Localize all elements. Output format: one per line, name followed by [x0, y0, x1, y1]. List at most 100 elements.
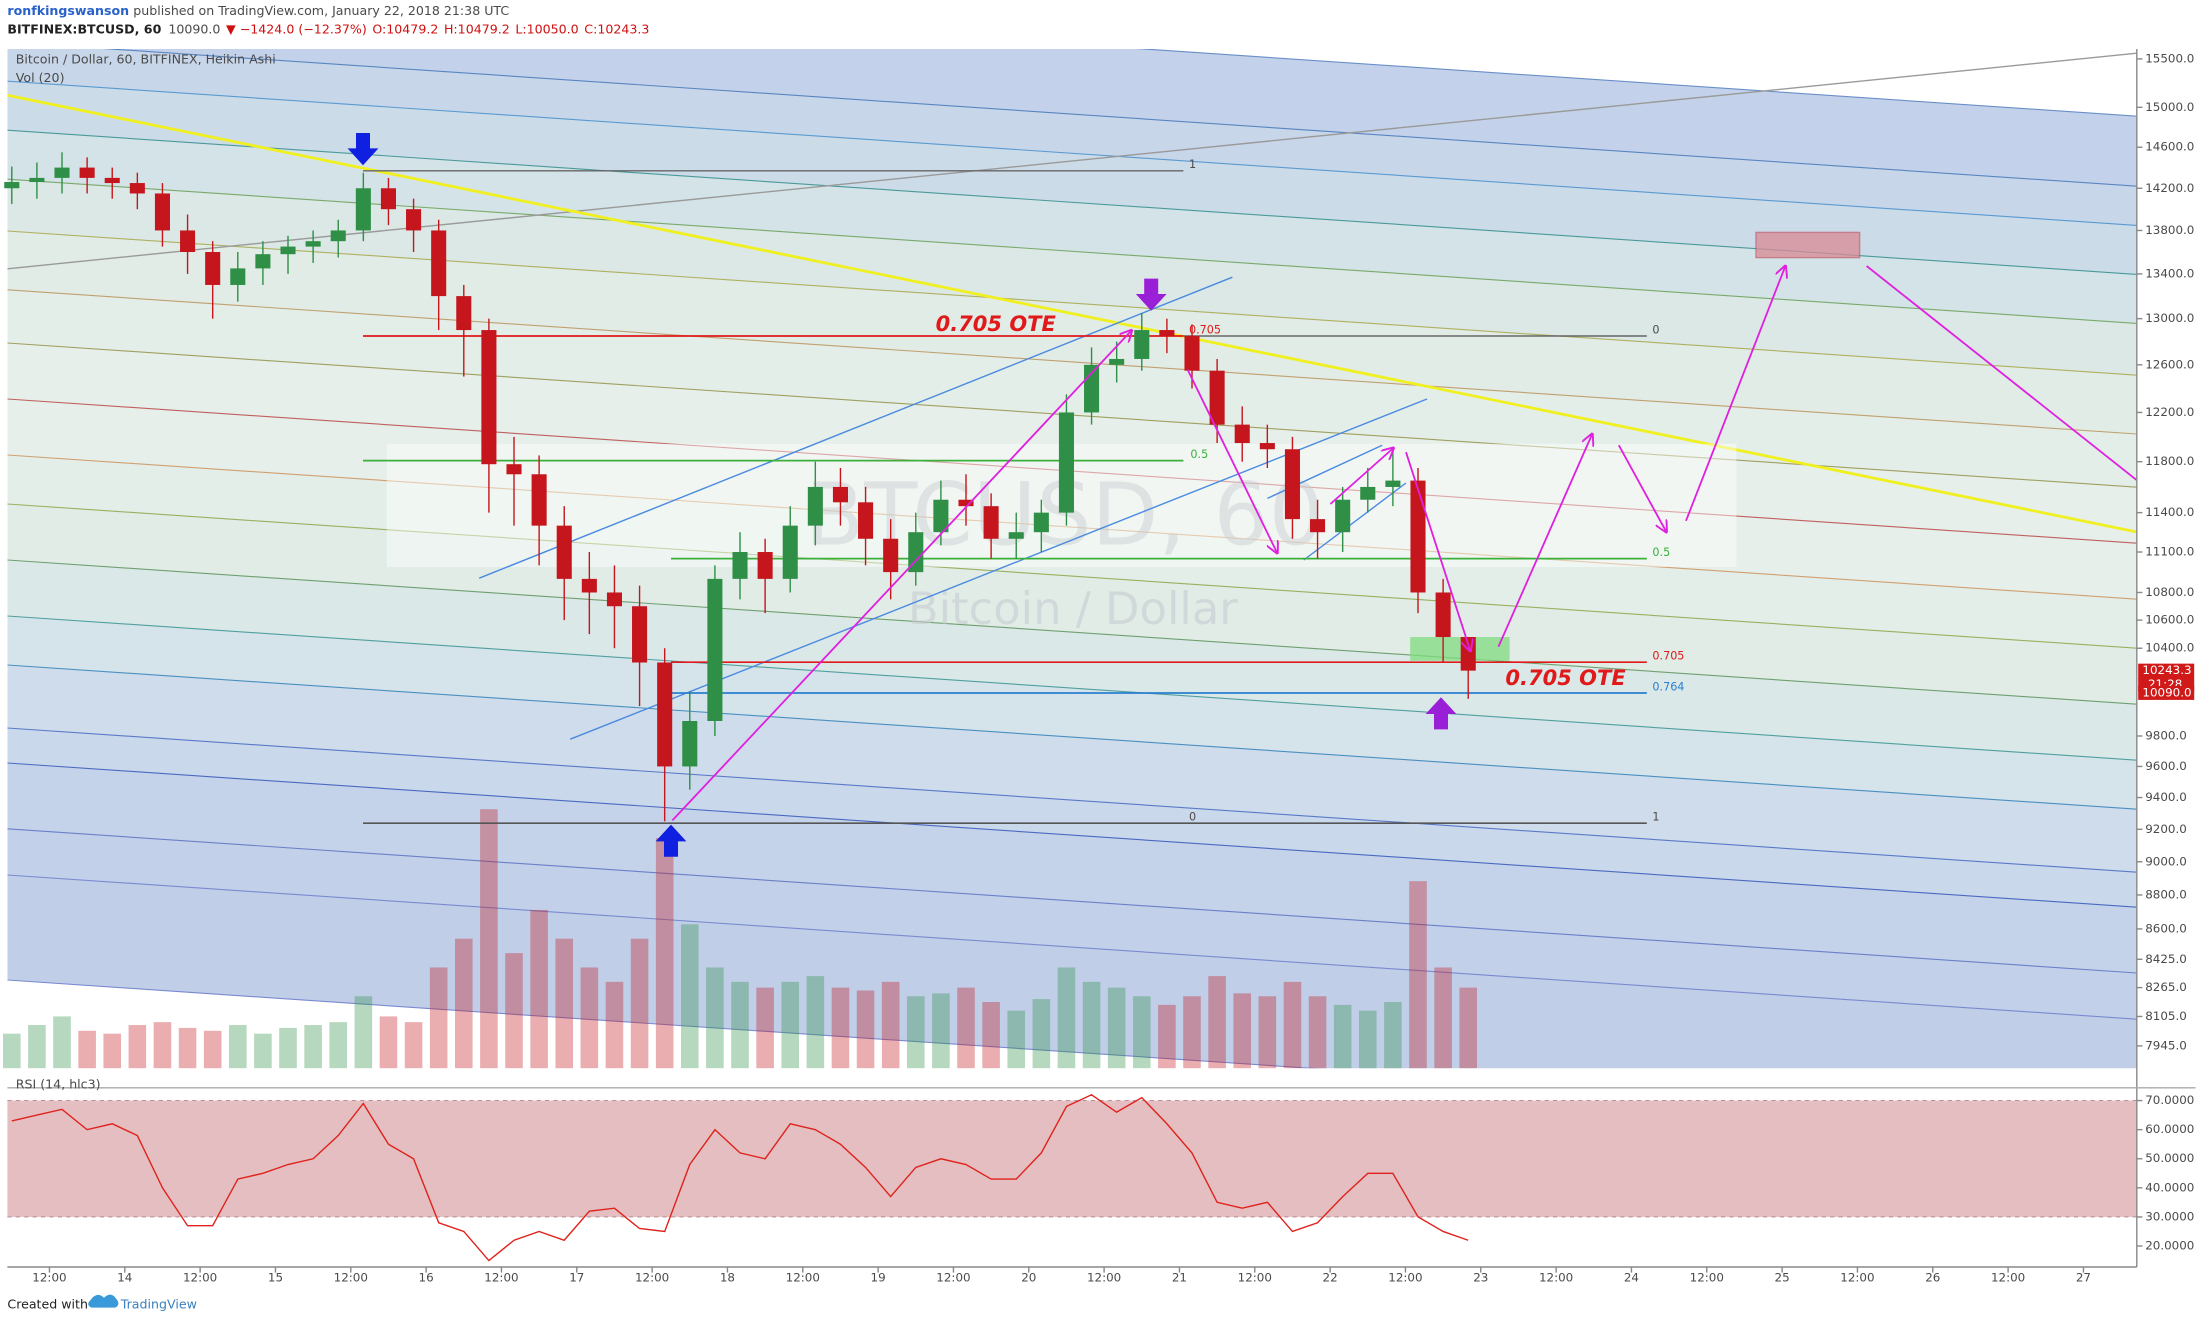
channel-line	[7, 979, 1319, 1069]
volume-bar	[982, 1002, 1000, 1069]
y-tick-label: 12200.0	[2145, 405, 2194, 419]
entry-zone	[1410, 637, 1510, 661]
price: 10090.0	[168, 21, 220, 36]
x-tick-label: 18	[720, 1271, 735, 1285]
volume-bar	[706, 967, 724, 1069]
arrow	[1405, 451, 1470, 651]
x-tick-label: 22	[1323, 1271, 1338, 1285]
candle-body	[129, 183, 145, 194]
annotation: 0.764	[1652, 680, 1684, 693]
volume-bar	[1409, 881, 1427, 1069]
watermark: Bitcoin / Dollar	[908, 582, 1238, 635]
rsi-tick-label: 30.0000	[2145, 1209, 2194, 1223]
volume-bar	[1208, 976, 1226, 1069]
y-tick-label: 9400.0	[2145, 790, 2187, 804]
y-tick-label: 9000.0	[2145, 854, 2187, 868]
change: ▼ −1424.0 (−12.37%)	[226, 21, 367, 36]
volume-bar	[680, 924, 699, 1069]
rsi-line	[11, 1093, 1469, 1262]
candle-body	[1234, 424, 1250, 444]
candle-body	[1435, 592, 1451, 638]
arrow	[1186, 369, 1278, 553]
candle-body	[1310, 519, 1326, 533]
volume-bar	[856, 990, 875, 1069]
candle-body	[556, 525, 572, 579]
x-tick-label: 12:00	[334, 1271, 368, 1285]
y-tick-label: 15000.0	[2145, 100, 2194, 114]
down-arrow	[1135, 278, 1167, 311]
ohlc: O:10479.2	[372, 21, 438, 36]
volume-bar	[505, 953, 523, 1069]
axes: 15500.0 15000.0 14600.0 14200.0 13800.0 13400…	[7, 49, 2196, 1285]
volume-bar	[379, 1016, 398, 1069]
channel-line	[7, 828, 2137, 974]
volume-bar	[279, 1027, 297, 1069]
volume-bar	[455, 938, 473, 1069]
candle-body	[280, 246, 296, 255]
volume-bar	[229, 1025, 247, 1069]
x-tick-label: 12:00	[1690, 1271, 1724, 1285]
trend-line	[7, 93, 2137, 534]
chart-title: Bitcoin / Dollar, 60, BITFINEX, Heikin A…	[16, 52, 276, 67]
logo	[88, 1294, 119, 1308]
candle-body	[330, 230, 346, 242]
x-tick-label: 12:00	[786, 1271, 820, 1285]
volume-bar	[881, 981, 900, 1069]
channel-line	[7, 615, 2137, 761]
candle-body	[305, 241, 321, 247]
rsi-band	[7, 1100, 2137, 1217]
volume-bar	[957, 987, 975, 1069]
arrow	[1685, 266, 1785, 522]
volume-bar	[655, 837, 674, 1069]
up-arrow	[1425, 697, 1457, 730]
y-tick-label: 9800.0	[2145, 728, 2187, 742]
x-tick-label: 12:00	[1087, 1271, 1121, 1285]
price-tag-label: 10243.3	[2142, 663, 2191, 677]
annotation: 0.5	[1190, 448, 1208, 461]
channel-line	[7, 559, 2137, 705]
candle-body	[707, 578, 723, 721]
y-tick-label: 10800.0	[2145, 585, 2194, 599]
channel-band	[7, 81, 2137, 275]
annotation: 0.705	[1189, 323, 1221, 336]
arrow	[1618, 444, 1667, 532]
x-tick-label: 24	[1624, 1271, 1639, 1285]
volume-bar	[806, 976, 825, 1069]
volume-bar	[203, 1030, 222, 1069]
volume-bar	[1434, 967, 1452, 1069]
candle-body	[154, 193, 170, 231]
volume-bar	[831, 987, 850, 1069]
volume-bar	[429, 967, 448, 1069]
y-tick-label: 10600.0	[2145, 613, 2194, 627]
volume-bar	[3, 1033, 21, 1069]
volume-bar	[404, 1022, 423, 1069]
annotation: 1	[1189, 158, 1196, 171]
candle-body	[1159, 330, 1175, 336]
candle-body	[230, 268, 246, 285]
annotation: 0	[1189, 811, 1196, 824]
candle-body	[933, 499, 949, 533]
published: published on TradingView.com, January 22…	[133, 3, 509, 18]
rsi-tick-label: 20.0000	[2145, 1239, 2194, 1253]
volume-bar	[480, 809, 498, 1069]
channel-line	[7, 230, 2137, 376]
channel-band	[7, 289, 2137, 488]
x-tick-label: 12:00	[1991, 1271, 2025, 1285]
y-tick-label: 8105.0	[2145, 1009, 2187, 1023]
candle-body	[355, 188, 371, 231]
arrow	[1329, 448, 1393, 505]
footer-text: Created with	[7, 1296, 88, 1311]
y-tick-label: 11100.0	[2145, 545, 2194, 559]
arrow	[1866, 265, 2138, 481]
volume-bar	[1132, 996, 1151, 1069]
volume-bar	[580, 967, 599, 1069]
footer-brand[interactable]: TradingView	[120, 1296, 197, 1311]
x-tick-label: 12:00	[635, 1271, 669, 1285]
rsi-tick-label: 70.0000	[2145, 1093, 2194, 1107]
price-tag	[2138, 685, 2195, 700]
candle-body	[1335, 499, 1351, 533]
x-tick-label: 12:00	[1539, 1271, 1573, 1285]
ohlc: L:10050.0	[515, 21, 578, 36]
volume-bar	[103, 1033, 122, 1069]
